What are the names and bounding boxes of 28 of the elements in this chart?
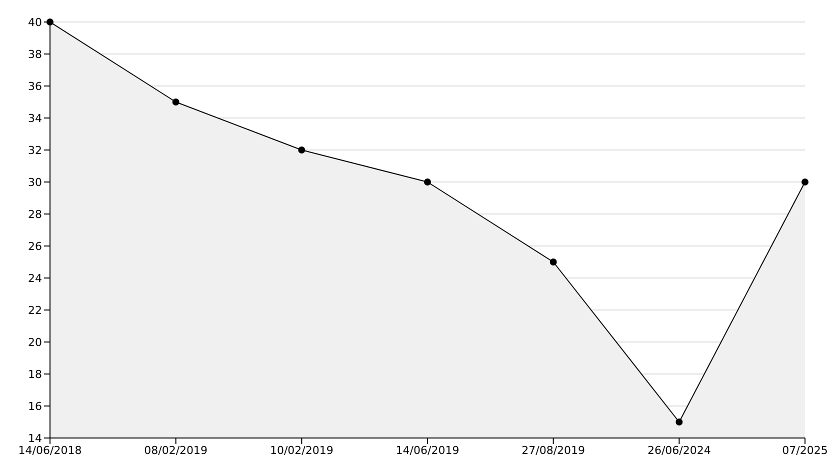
y-tick-label: 18 [28,368,42,381]
x-tick-label: 14/06/2019 [396,444,460,457]
y-tick-label: 22 [28,304,42,317]
y-tick-label: 28 [28,208,42,221]
y-tick-label: 24 [28,272,42,285]
y-tick-label: 34 [28,112,42,125]
point [676,418,683,426]
point [46,18,54,26]
y-tick-label: 20 [28,336,42,349]
y-tick-label: 26 [28,240,42,253]
point [298,146,306,154]
y-tick-label: 36 [28,80,42,93]
y-tick-label: 30 [28,176,42,189]
y-tick-label: 32 [28,144,42,157]
x-tick-label: 27/08/2019 [522,444,586,457]
y-tick-label: 38 [28,48,42,61]
point [172,98,180,106]
point [802,178,808,186]
x-tick-label: 10/02/2019 [270,444,334,457]
y-tick-label: 16 [28,400,42,413]
y-tick-label: 14 [28,432,42,445]
point [424,178,431,186]
x-tick-label: 08/02/2019 [144,444,208,457]
x-tick-label: 07/2025 [782,444,828,457]
y-tick-label: 40 [28,16,42,29]
point [550,258,557,266]
x-tick-label: 26/06/2024 [647,444,711,457]
x-tick-label: 14/06/2018 [18,444,82,457]
